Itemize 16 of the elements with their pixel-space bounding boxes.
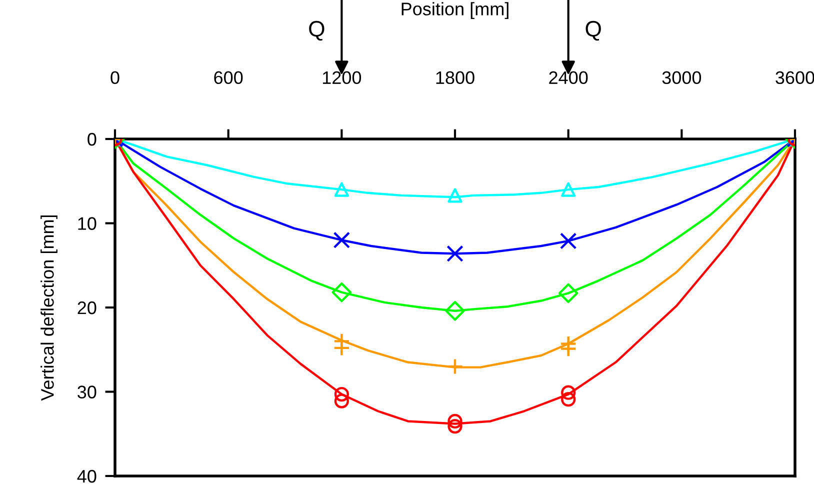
text: Q xyxy=(309,20,324,41)
y-axis-title: Vertical deflection [mm] xyxy=(40,215,58,401)
x-tick-label: 600 xyxy=(214,71,243,84)
y-tick-label: 40 xyxy=(77,470,96,483)
x-tick-label: 1800 xyxy=(436,71,474,84)
y-tick-label: 0 xyxy=(88,132,96,146)
text: Q xyxy=(586,20,601,41)
x-axis-title: Position [mm] xyxy=(402,2,508,19)
x-tick-label: 1200 xyxy=(322,71,362,84)
x-tick-label: 3000 xyxy=(662,71,702,84)
x-tick-label: 2400 xyxy=(549,71,588,84)
x-tick-label: 3600 xyxy=(776,71,814,84)
y-tick-label: 10 xyxy=(78,217,96,230)
y-tick-label: 20 xyxy=(78,301,96,314)
x-tick-label: 0 xyxy=(110,71,120,84)
y-tick-label: 30 xyxy=(78,386,96,398)
